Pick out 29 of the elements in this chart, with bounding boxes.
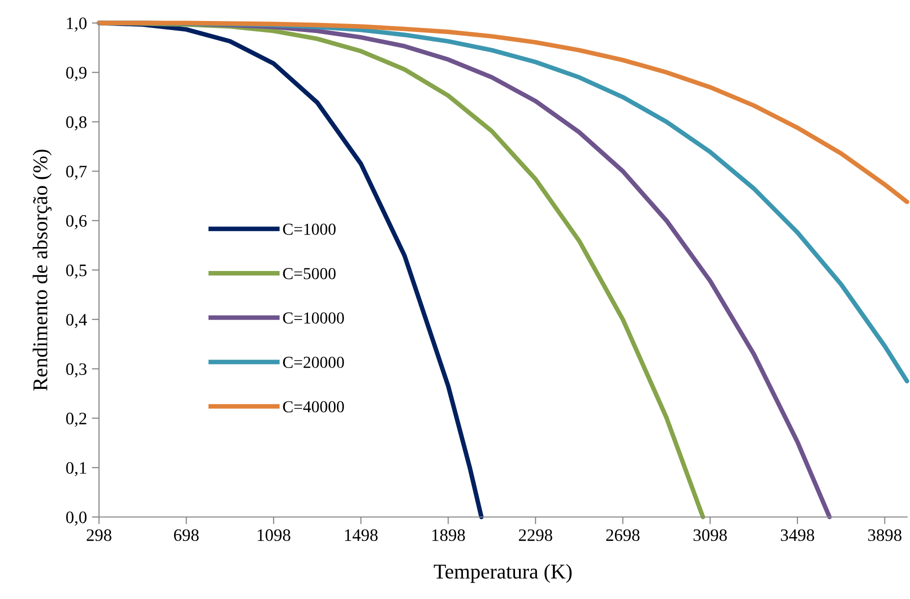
- x-tick-label: 3898: [868, 529, 902, 542]
- legend-label: C=10000: [283, 312, 344, 324]
- y-tick-label: 0,1: [66, 462, 86, 476]
- x-tick-label: 2698: [606, 529, 640, 542]
- line-series: [96, 20, 910, 204]
- y-tick-label: 0,2: [66, 412, 86, 427]
- x-tick-label: 2298: [518, 529, 552, 542]
- x-tick-label: 698: [174, 529, 199, 542]
- legend-label: C=5000: [283, 268, 336, 280]
- y-tick-label: 0,6: [66, 215, 87, 230]
- x-tick-label: 1498: [345, 529, 378, 542]
- x-tick-label: 1898: [432, 529, 465, 542]
- y-tick-label: 0,7: [66, 166, 87, 180]
- y-tick-label: 1,0: [67, 17, 87, 32]
- y-tick-label: 0,3: [66, 363, 87, 378]
- x-tick-label: 298: [86, 529, 112, 542]
- legend-label: C=1000: [283, 224, 336, 235]
- y-tick-label: 0,9: [66, 66, 86, 82]
- y-axis-title: Rendimento de absorção (%): [32, 150, 52, 391]
- y-tick-label: 0,4: [66, 314, 87, 328]
- y-tick-label: 0,5: [66, 264, 87, 279]
- x-tick-label: 3498: [780, 529, 814, 542]
- legend-label: C=40000: [283, 401, 344, 412]
- legend-label: C=20000: [283, 356, 344, 368]
- x-tick-label: 1098: [258, 529, 290, 542]
- x-tick-label: 3098: [694, 529, 727, 542]
- y-tick-label: 0,0: [66, 511, 87, 526]
- x-axis-title: Temperatura (K): [434, 564, 572, 583]
- y-tick-label: 0,8: [66, 116, 87, 130]
